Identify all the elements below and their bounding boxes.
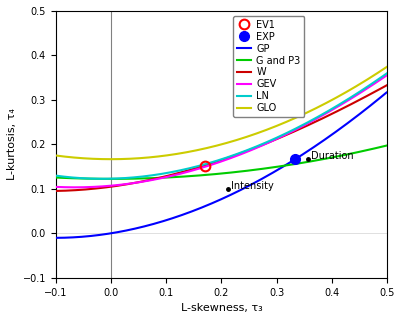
W: [212, 160, 217, 164]
GLO: [53, 154, 58, 157]
GLO: [233, 138, 238, 142]
W: [376, 87, 381, 91]
G and P3: [325, 156, 330, 160]
W: [53, 189, 58, 193]
LN: [213, 159, 218, 163]
W: [384, 83, 389, 87]
GP: [195, 207, 200, 211]
X-axis label: L-skewness, τ₃: L-skewness, τ₃: [180, 303, 262, 313]
LN: [325, 109, 330, 113]
GEV: [325, 110, 330, 114]
GEV: [53, 185, 58, 189]
LN: [377, 76, 381, 80]
GLO: [211, 144, 216, 148]
GLO: [108, 157, 113, 161]
G and P3: [377, 145, 381, 149]
G and P3: [211, 172, 216, 176]
GP: [67, 236, 72, 239]
GP: [245, 184, 250, 188]
Text: Duration: Duration: [310, 151, 352, 161]
GEV: [233, 154, 238, 158]
GEV: [377, 78, 381, 82]
GLO: [325, 100, 330, 104]
GEV: [213, 161, 218, 165]
GLO: [251, 132, 255, 136]
Line: GEV: GEV: [55, 75, 387, 187]
LN: [53, 174, 58, 178]
GP: [223, 195, 228, 199]
GEV: [251, 147, 255, 151]
GLO: [377, 69, 381, 73]
LN: [233, 153, 238, 156]
Line: G and P3: G and P3: [55, 145, 387, 179]
Legend: EV1, EXP, GP, G and P3, W, GEV, LN, GLO: EV1, EXP, GP, G and P3, W, GEV, LN, GLO: [233, 16, 304, 117]
GP: [94, 233, 99, 237]
G and P3: [233, 170, 238, 174]
Line: LN: LN: [55, 73, 387, 179]
Line: W: W: [55, 85, 387, 191]
G and P3: [53, 176, 58, 180]
LN: [99, 177, 104, 181]
G and P3: [213, 172, 218, 176]
G and P3: [384, 143, 389, 147]
GP: [53, 236, 58, 240]
W: [250, 147, 255, 150]
GEV: [211, 162, 216, 166]
GEV: [72, 185, 77, 189]
LN: [251, 146, 255, 149]
W: [210, 161, 215, 165]
GP: [383, 91, 388, 94]
Line: GLO: GLO: [55, 67, 387, 159]
Y-axis label: L-kurtosis, τ₄: L-kurtosis, τ₄: [7, 108, 17, 180]
W: [324, 114, 329, 118]
GLO: [213, 144, 218, 148]
Line: GP: GP: [55, 92, 385, 238]
W: [232, 153, 237, 157]
GP: [338, 126, 342, 130]
LN: [211, 160, 216, 164]
GEV: [384, 73, 389, 77]
G and P3: [108, 177, 113, 181]
LN: [384, 71, 389, 75]
G and P3: [251, 168, 255, 172]
Text: Intensity: Intensity: [230, 181, 273, 191]
GLO: [384, 65, 389, 68]
